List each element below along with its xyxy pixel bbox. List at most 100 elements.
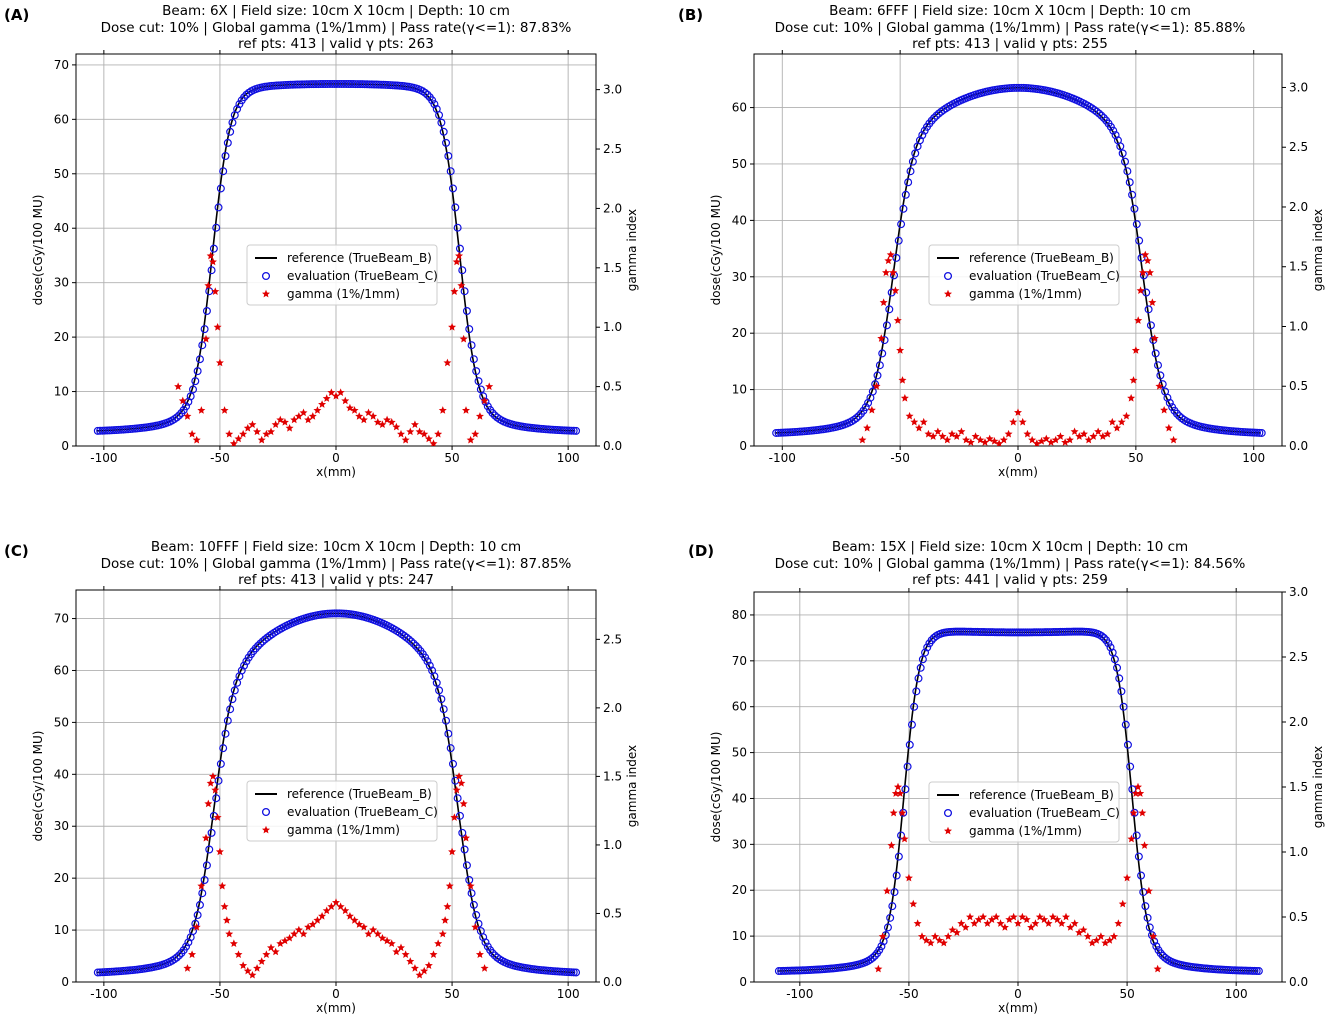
gamma-series [183,772,489,979]
title-line: Dose cut: 10% | Global gamma (1%/1mm) | … [774,555,1246,572]
gamma-point [471,922,480,931]
evaluation-point [216,759,225,768]
evaluation-point [1118,149,1127,158]
gamma-point [276,939,285,948]
x-tick-label: -100 [786,987,813,1001]
panel-label: (A) [4,6,30,24]
gamma-point [1051,435,1060,444]
gamma-point [1138,268,1147,277]
legend-evaluation-swatch [943,808,953,818]
gamma-point [450,287,459,295]
y2-tick-label: 2.0 [1289,715,1308,729]
gamma-point [229,939,238,948]
evaluation-point [903,762,912,771]
legend-evaluation-swatch [261,807,271,817]
evaluation-point [219,167,228,176]
gamma-series [174,251,494,446]
gamma-point [874,964,883,973]
x-tick-label: -50 [899,987,919,1001]
gamma-point [886,250,895,259]
evaluation-point [444,729,453,738]
gamma-point [896,789,905,797]
gamma-point [290,415,299,424]
gamma-point [294,412,303,420]
evaluation-point [567,968,576,977]
y-tick-label: 30 [54,819,69,833]
gamma-point [983,919,992,927]
evaluation-point [472,911,481,920]
gamma-point [877,334,886,342]
y2-tick-label: 2.5 [1289,650,1308,664]
evaluation-point [230,686,239,695]
evaluation-point [449,759,458,768]
evaluation-point [214,203,223,212]
gamma-point [1122,411,1131,420]
evaluation-point [228,118,237,127]
evaluation-point [1104,639,1113,648]
evaluation-point [435,111,444,120]
evaluation-point [894,852,903,861]
legend-reference-label: reference (TrueBeam_B) [287,787,432,801]
gamma-point [1148,298,1157,306]
gamma-point [188,429,197,438]
evaluation-point [421,88,430,97]
plot-area [772,83,1266,446]
evaluation-point [1128,785,1137,794]
evaluation-point [1099,633,1108,642]
evaluation-point [240,661,249,670]
evaluation-point [488,949,497,958]
gamma-point [1136,789,1145,797]
gamma-point [1110,932,1118,940]
evaluation-point [202,861,211,870]
gamma-point [1129,376,1138,384]
evaluation-point [446,167,455,176]
evaluation-point [200,325,209,334]
gamma-point [364,408,373,417]
evaluation-point [465,876,474,885]
evaluation-point [1156,371,1165,380]
gamma-point [900,394,909,402]
evaluation-point [1137,871,1146,880]
title-line: ref pts: 413 | valid γ pts: 255 [912,36,1108,52]
evaluation-point [1115,674,1124,683]
evaluation-point [402,633,411,642]
evaluation-point [908,157,917,166]
evaluation-point [481,938,490,947]
gamma-point [1136,286,1145,295]
evaluation-point [172,413,181,422]
y2-tick-label: 3.0 [1289,585,1308,599]
gamma-point [355,412,364,420]
y-tick-label: 60 [732,700,747,714]
gamma-point [211,287,220,295]
gamma-point [455,251,464,260]
gamma-point [248,420,257,429]
y-tick-label: 40 [732,213,747,227]
chart-panel-d: (D) Beam: 15X | Field size: 10cm X 10cm … [666,536,1333,1016]
gamma-point [939,938,948,947]
evaluation-point [1253,428,1262,437]
chart-panel-c: (C) Beam: 10FFF | Field size: 10cm X 10c… [0,536,666,1016]
evaluation-point [1165,398,1174,407]
gamma-point [204,281,213,290]
evaluation-point [251,644,260,653]
gamma-point [485,382,494,390]
gamma-point [918,932,926,940]
gamma-point [1146,268,1154,277]
evaluation-point [1154,361,1163,370]
evaluation-point [442,716,451,725]
evaluation-point [467,341,476,350]
evaluation-point [1123,740,1132,749]
y2-tick-label: 0.0 [603,975,622,989]
evaluation-point [906,167,915,176]
gamma-point [872,382,881,390]
evaluation-point [455,811,464,820]
gamma-point [364,929,373,938]
evaluation-point [1121,157,1130,166]
legend-box [928,244,1120,306]
evaluation-point [1139,888,1148,897]
gamma-point [406,957,415,965]
y-tick-label: 10 [732,383,747,397]
gamma-point [1089,432,1098,440]
chart-panel-b: (B) Beam: 6FFF | Field size: 10cm X 10cm… [666,0,1333,508]
evaluation-point [907,720,916,729]
